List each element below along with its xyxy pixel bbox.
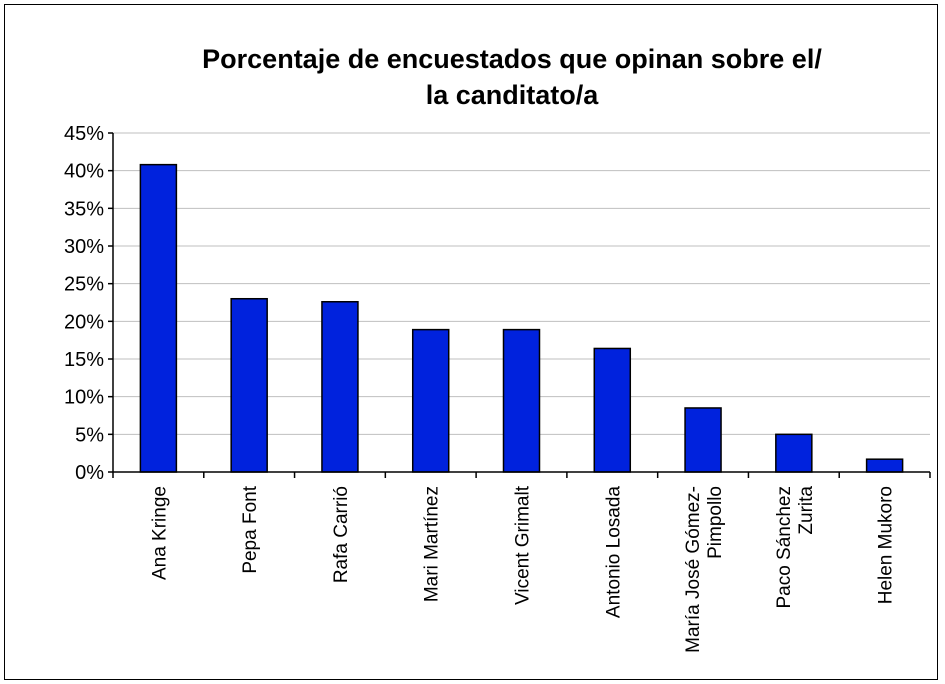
bar (775, 433, 813, 473)
x-category-label: Rafa Carrió (331, 486, 352, 583)
y-axis-tick-labels: 0% 5% 10% 15% 20% 25% 30% 35% 40% 45% (64, 123, 104, 484)
y-tick-label: 5% (75, 424, 104, 446)
y-tick-label: 25% (64, 274, 104, 296)
axes (108, 132, 931, 478)
x-category-label: Paco Sánchez (774, 486, 795, 609)
chart-title-line: Porcentaje de encuestados que opinan sob… (202, 44, 822, 74)
y-tick-label: 15% (64, 349, 104, 371)
y-tick-label: 20% (64, 311, 104, 333)
bar (502, 328, 541, 473)
x-axis-category-labels: Ana Kringe Pepa Font Rafa Carrió Mari Martí… (149, 485, 896, 653)
x-category-label: María José Gómez- (683, 486, 704, 653)
x-category-label: Antonio Losada (603, 486, 624, 618)
bar (684, 407, 722, 473)
x-category-label: Helen Mukoro (876, 486, 897, 604)
chart-title-line: la canditato/a (426, 80, 600, 110)
bar (593, 347, 632, 473)
bar (321, 300, 359, 473)
bar (411, 328, 450, 473)
x-category-label: Vicent Grimalt (513, 485, 534, 605)
x-category-label: Ana Kringe (149, 486, 170, 580)
x-category-label: Pimpollo (705, 486, 726, 559)
x-category-label: Mari Martínez (422, 486, 443, 602)
y-tick-label: 45% (64, 123, 104, 145)
x-category-label: Zurita (796, 486, 817, 535)
bar (139, 163, 178, 473)
y-tick-label: 10% (64, 387, 104, 409)
bar (865, 458, 904, 473)
y-tick-label: 0% (75, 462, 104, 484)
bar (230, 297, 268, 473)
chart-title: Porcentaje de encuestados que opinan sob… (202, 44, 822, 110)
y-tick-label: 30% (64, 236, 104, 258)
bars (139, 163, 904, 473)
x-category-label: Pepa Font (240, 485, 261, 573)
y-tick-label: 35% (64, 198, 104, 220)
y-tick-label: 40% (64, 161, 104, 183)
